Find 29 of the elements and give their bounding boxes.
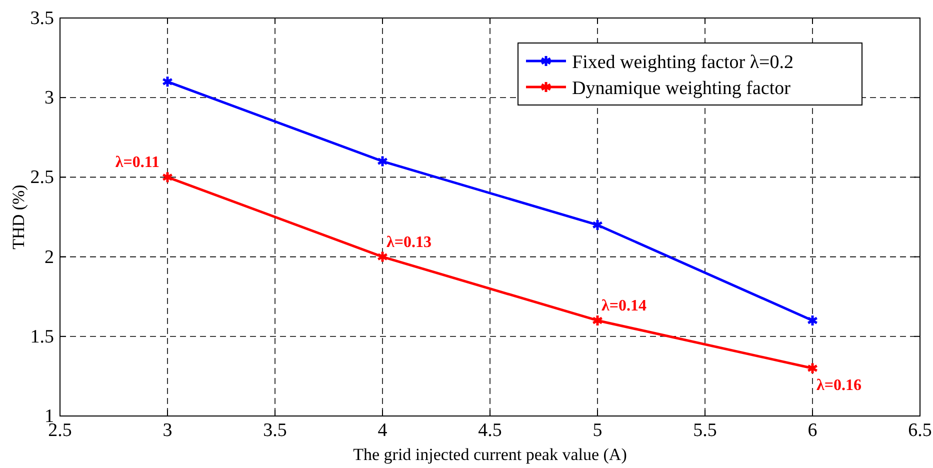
legend-label: Dynamique weighting factor: [572, 78, 792, 99]
point: [806, 314, 818, 327]
annotation: λ=0.13: [386, 234, 432, 251]
x-tick-label: 5: [592, 420, 602, 441]
y-tick-label: 3: [44, 88, 54, 109]
y-axis-title: THD (%): [9, 184, 28, 250]
x-tick-label: 4: [378, 420, 388, 441]
point: [376, 155, 388, 168]
x-tick-label: 4.5: [478, 420, 502, 441]
x-axis-title: The grid injected current peak value (A): [353, 445, 627, 464]
x-tick-label: 3.5: [263, 420, 287, 441]
y-tick-label: 2: [44, 246, 54, 268]
annotation: λ=0.11: [115, 154, 160, 172]
annotation: λ=0.16: [816, 377, 862, 394]
x-tick-label: 6: [808, 420, 818, 441]
point: [376, 250, 388, 264]
point: [592, 218, 604, 232]
point: [592, 314, 604, 327]
point: [806, 362, 818, 374]
point: [162, 75, 174, 88]
x-tick-label: 3: [162, 420, 172, 441]
y-tick-label: 3.5: [30, 8, 54, 29]
y-tick-label: 1.5: [30, 326, 54, 348]
point: [162, 170, 174, 184]
x-tick-label: 5.5: [693, 420, 717, 441]
legend-label: Fixed weighting factor λ=0.2: [572, 52, 794, 73]
y-tick-label: 2.5: [30, 167, 54, 188]
x-tick-label: 6.5: [908, 420, 932, 441]
annotation: λ=0.14: [602, 297, 646, 314]
